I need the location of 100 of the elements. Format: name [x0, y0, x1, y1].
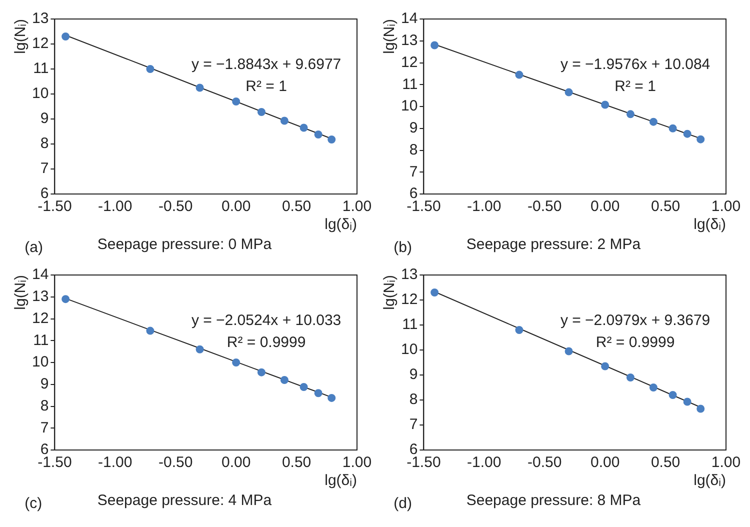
y-axis-title: lg(Nᵢ)	[12, 19, 30, 54]
x-tick-label: -1.00	[467, 198, 502, 216]
point	[196, 345, 204, 354]
x-tick-label: -1.00	[98, 198, 132, 216]
point	[146, 326, 154, 335]
y-tick-label: 7	[409, 163, 418, 180]
x-tick-label: 0.00	[590, 198, 620, 216]
x-tick-label: 0.50	[282, 454, 312, 472]
x-tick-label: -1.50	[38, 198, 72, 216]
y-tick-label: 7	[40, 160, 49, 178]
x-tick-label: 0.00	[221, 198, 251, 216]
x-tick-label: -0.50	[158, 454, 193, 472]
x-tick-label: 1.00	[342, 198, 372, 216]
y-tick-label: 8	[40, 135, 49, 152]
point	[515, 326, 524, 334]
point	[146, 65, 154, 73]
text: Seepage pressure: 8 MPa	[466, 492, 642, 510]
annotation: R² = 1	[246, 78, 287, 95]
y-tick-label: 9	[40, 110, 49, 128]
y-tick-label: 9	[409, 366, 418, 384]
y-tick-label: 13	[400, 32, 418, 50]
point	[257, 368, 266, 376]
y-tick-label: 8	[40, 397, 49, 414]
point	[300, 124, 308, 132]
point	[626, 110, 634, 118]
point	[62, 295, 70, 304]
text: (b)	[394, 239, 412, 256]
x-axis-title: lg(δᵢ)	[694, 472, 726, 490]
y-tick-label: 12	[400, 291, 418, 308]
point	[314, 130, 322, 138]
x-tick-label: 0.50	[282, 198, 312, 216]
point	[649, 118, 658, 126]
y-tick-label: 11	[402, 316, 418, 334]
x-tick-label: -1.50	[38, 454, 72, 472]
y-tick-label: 9	[40, 376, 49, 393]
x-tick-label: -0.50	[528, 198, 562, 216]
point	[601, 362, 610, 370]
point	[328, 394, 336, 402]
point	[668, 391, 677, 399]
y-tick-label: 13	[32, 10, 49, 28]
point	[232, 98, 240, 106]
y-tick-label: 11	[33, 60, 49, 78]
x-tick-label: -1.00	[98, 454, 132, 472]
x-tick-label: -1.50	[406, 454, 441, 472]
x-tick-label: -1.50	[406, 198, 441, 216]
y-tick-label: 11	[402, 76, 418, 93]
y-axis-title: lg(Nᵢ)	[381, 275, 398, 310]
point	[314, 389, 322, 398]
text: (a)	[24, 239, 44, 256]
y-axis-title: lg(Nᵢ)	[12, 275, 30, 310]
x-tick-label: -0.50	[528, 454, 562, 472]
point	[280, 376, 288, 384]
x-tick-label: 0.50	[650, 198, 680, 216]
point	[328, 136, 336, 144]
text: Seepage pressure: 0 MPa	[97, 236, 272, 254]
point	[601, 100, 610, 109]
annotation: y = −2.0979x + 9.3679	[560, 312, 710, 329]
point	[683, 130, 692, 138]
text: Seepage pressure: 4 MPa	[97, 492, 272, 510]
point	[430, 41, 439, 50]
point	[683, 398, 692, 406]
point	[280, 116, 288, 125]
x-tick-label: 1.00	[711, 454, 741, 472]
point	[649, 384, 658, 392]
text: (d)	[394, 495, 412, 512]
point	[62, 32, 70, 40]
y-tick-label: 10	[32, 354, 49, 371]
point	[564, 347, 573, 356]
y-tick-label: 8	[409, 141, 418, 158]
text: Seepage pressure: 2 MPa	[466, 236, 642, 254]
y-axis-title: lg(Nᵢ)	[381, 19, 398, 54]
point	[196, 84, 204, 92]
annotation: y = −1.9576x + 10.084	[560, 56, 710, 73]
y-tick-label: 14	[400, 10, 418, 28]
annotation: R² = 1	[614, 78, 656, 95]
y-tick-label: 13	[400, 266, 418, 284]
y-tick-label: 8	[409, 391, 418, 408]
point	[564, 88, 573, 96]
y-tick-label: 10	[32, 85, 49, 102]
y-tick-label: 14	[32, 266, 49, 284]
x-tick-label: 0.00	[590, 454, 620, 472]
point	[696, 404, 705, 413]
annotation: y = −2.0524x + 10.033	[191, 312, 342, 329]
point	[430, 288, 439, 296]
point	[300, 383, 308, 391]
x-tick-label: -1.00	[467, 454, 502, 472]
point	[696, 135, 705, 144]
x-tick-label: -0.50	[158, 198, 193, 216]
y-tick-label: 7	[40, 419, 49, 436]
x-axis-title: lg(δᵢ)	[694, 216, 726, 234]
y-tick-label: 12	[400, 54, 418, 71]
annotation: y = −1.8843x + 9.6977	[191, 56, 342, 73]
x-axis-title: lg(δᵢ)	[324, 472, 358, 490]
y-tick-label: 10	[400, 341, 418, 358]
point	[515, 70, 524, 79]
x-tick-label: 0.00	[221, 454, 251, 472]
y-tick-label: 13	[32, 288, 49, 306]
annotation: R² = 0.9999	[596, 334, 675, 351]
x-axis-title: lg(δᵢ)	[324, 216, 358, 234]
y-tick-label: 10	[400, 98, 418, 115]
